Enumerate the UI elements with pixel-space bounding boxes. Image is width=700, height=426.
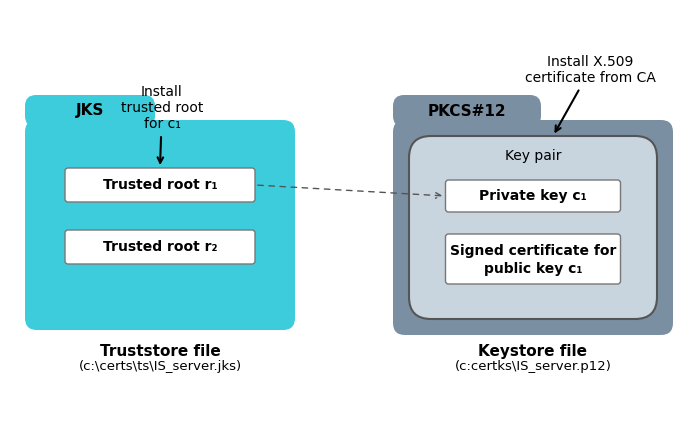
- Text: Trusted root r₂: Trusted root r₂: [103, 240, 217, 254]
- FancyBboxPatch shape: [409, 136, 657, 319]
- Text: Private key c₁: Private key c₁: [479, 189, 587, 203]
- FancyBboxPatch shape: [445, 234, 620, 284]
- Text: PKCS#12: PKCS#12: [428, 104, 506, 118]
- Text: (c:\certs\ts\IS_server.jks): (c:\certs\ts\IS_server.jks): [78, 360, 242, 373]
- FancyBboxPatch shape: [393, 95, 541, 127]
- Text: JKS: JKS: [76, 104, 104, 118]
- Text: public key c₁: public key c₁: [484, 262, 582, 276]
- Text: Keystore file: Keystore file: [479, 344, 587, 359]
- FancyBboxPatch shape: [445, 180, 620, 212]
- FancyBboxPatch shape: [393, 120, 673, 335]
- FancyBboxPatch shape: [65, 168, 255, 202]
- Text: Truststore file: Truststore file: [99, 344, 220, 359]
- Text: Install X.509
certificate from CA: Install X.509 certificate from CA: [524, 55, 655, 132]
- Text: Install
trusted root
for c₁: Install trusted root for c₁: [121, 85, 203, 163]
- FancyBboxPatch shape: [65, 230, 255, 264]
- Text: Trusted root r₁: Trusted root r₁: [103, 178, 217, 192]
- FancyBboxPatch shape: [25, 95, 155, 127]
- Text: Signed certificate for: Signed certificate for: [450, 244, 616, 258]
- FancyBboxPatch shape: [25, 120, 295, 330]
- Text: Key pair: Key pair: [505, 149, 561, 163]
- Text: (c:certks\IS_server.p12): (c:certks\IS_server.p12): [454, 360, 611, 373]
